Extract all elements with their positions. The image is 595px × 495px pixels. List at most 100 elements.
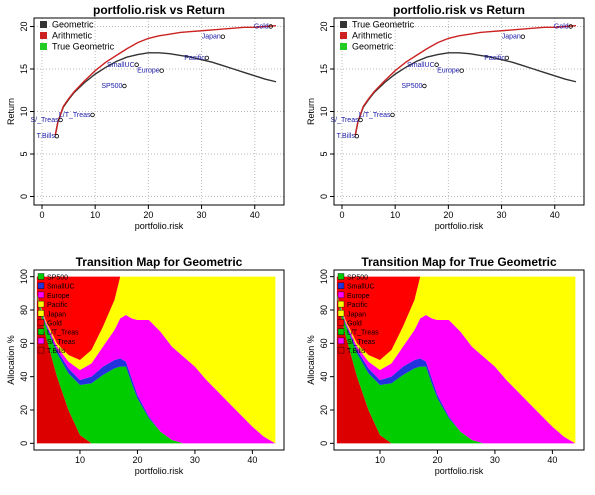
legend-swatch — [38, 274, 44, 280]
asset-label: L/T_Treas — [359, 112, 391, 119]
legend-swatch — [38, 283, 44, 289]
legend-label: SmallUC — [47, 284, 75, 291]
legend-label: L/T_Treas — [47, 330, 79, 337]
asset-label: L/T_Treas — [59, 112, 91, 119]
x-axis-label: portfolio.risk — [435, 221, 484, 231]
x-axis-label: portfolio.risk — [135, 221, 184, 231]
asset-point — [391, 113, 395, 117]
chart-panel-2: portfolio.risk vs Return T.Bills S/_TreasL… — [306, 3, 584, 231]
y-tick-label: 80 — [319, 305, 329, 315]
x-axis-label: portfolio.risk — [435, 466, 484, 476]
y-tick-label: 80 — [19, 305, 29, 315]
asset-point — [91, 113, 95, 117]
x-tick-label: 30 — [190, 455, 200, 465]
x-tick-label: 40 — [250, 210, 260, 220]
x-axis-label: portfolio.risk — [135, 466, 184, 476]
legend-label: S/_Treas — [47, 339, 76, 346]
y-tick-label: 100 — [319, 269, 329, 284]
legend-label: Europe — [347, 293, 370, 300]
asset-point — [460, 69, 464, 73]
y-tick-label: 60 — [19, 338, 29, 348]
asset-point — [221, 35, 225, 39]
legend-swatch — [38, 329, 44, 335]
legend-swatch — [338, 329, 344, 335]
x-tick-label: 0 — [339, 210, 344, 220]
legend-label: True Geometric — [352, 20, 415, 30]
legend-swatch — [38, 310, 44, 316]
chart-panel-1: portfolio.risk vs Return T.Bills S/_TreasL… — [6, 3, 284, 231]
legend-label: Gold — [347, 321, 362, 328]
y-tick-label: 0 — [19, 441, 29, 446]
y-axis-label: Return — [6, 98, 16, 125]
y-axis-label: Return — [306, 98, 316, 125]
legend-label: SP500 — [47, 275, 68, 282]
asset-point — [55, 134, 59, 138]
x-tick-label: 30 — [197, 210, 207, 220]
legend-label: SP500 — [347, 275, 368, 282]
legend-swatch — [340, 43, 347, 50]
asset-label: T.Bills — [37, 133, 56, 140]
legend-label: S/_Treas — [347, 339, 376, 346]
y-tick-label: 20 — [319, 21, 329, 31]
asset-label: SP500 — [401, 83, 422, 90]
x-tick-label: 20 — [143, 210, 153, 220]
chart-panel-4: Transition Map for True Geometric SP500 Sm… — [306, 255, 584, 476]
asset-label: T.Bills — [337, 133, 356, 140]
asset-label: S/_Treas — [30, 117, 59, 124]
y-tick-label: 10 — [19, 106, 29, 116]
legend-swatch — [38, 301, 44, 307]
y-tick-label: 5 — [19, 151, 29, 156]
asset-point — [160, 69, 164, 73]
chart-title: Transition Map for Geometric — [76, 255, 243, 269]
x-tick-label: 10 — [90, 210, 100, 220]
chart-title: Transition Map for True Geometric — [361, 255, 557, 269]
legend-label: Pacific — [47, 302, 68, 309]
legend-label: L/T_Treas — [347, 330, 379, 337]
legend-swatch — [338, 310, 344, 316]
legend-swatch — [338, 292, 344, 298]
series-line-true-geometric — [355, 53, 576, 135]
legend-swatch — [338, 347, 344, 353]
x-tick-label: 30 — [490, 455, 500, 465]
asset-label: Pacific — [184, 55, 205, 62]
legend-label: Geometric — [352, 42, 394, 52]
y-tick-label: 20 — [319, 405, 329, 415]
asset-label: Pacific — [484, 55, 505, 62]
legend-swatch — [340, 32, 347, 39]
asset-label: Gold — [554, 24, 569, 31]
x-tick-label: 30 — [497, 210, 507, 220]
y-tick-label: 10 — [319, 106, 329, 116]
y-tick-label: 60 — [319, 338, 329, 348]
y-tick-label: 15 — [319, 64, 329, 74]
y-tick-label: 0 — [319, 441, 329, 446]
asset-label: Europe — [437, 68, 460, 75]
x-tick-label: 10 — [75, 455, 85, 465]
x-tick-label: 0 — [39, 210, 44, 220]
asset-label: SP500 — [101, 83, 122, 90]
legend-label: SmallUC — [347, 284, 375, 291]
legend-swatch — [38, 338, 44, 344]
asset-point — [123, 84, 127, 88]
legend-label: Geometric — [52, 20, 94, 30]
asset-label: Europe — [137, 68, 160, 75]
y-tick-label: 20 — [19, 405, 29, 415]
asset-label: SmallUC — [407, 62, 435, 69]
asset-label: S/_Treas — [330, 117, 359, 124]
y-tick-label: 40 — [19, 372, 29, 382]
legend-label: Japan — [47, 311, 66, 318]
x-tick-label: 40 — [547, 455, 557, 465]
asset-point — [423, 84, 427, 88]
y-tick-label: 100 — [19, 269, 29, 284]
y-tick-label: 0 — [19, 194, 29, 199]
legend-swatch — [338, 320, 344, 326]
legend-swatch — [40, 21, 47, 28]
legend-label: Arithmetic — [352, 31, 393, 41]
y-axis-label: Allocation % — [306, 335, 316, 385]
x-tick-label: 20 — [432, 455, 442, 465]
legend-label: T.Bills — [47, 348, 66, 355]
asset-point — [135, 63, 139, 67]
legend-swatch — [338, 338, 344, 344]
series-line-geometric — [55, 53, 276, 135]
legend-swatch — [338, 283, 344, 289]
